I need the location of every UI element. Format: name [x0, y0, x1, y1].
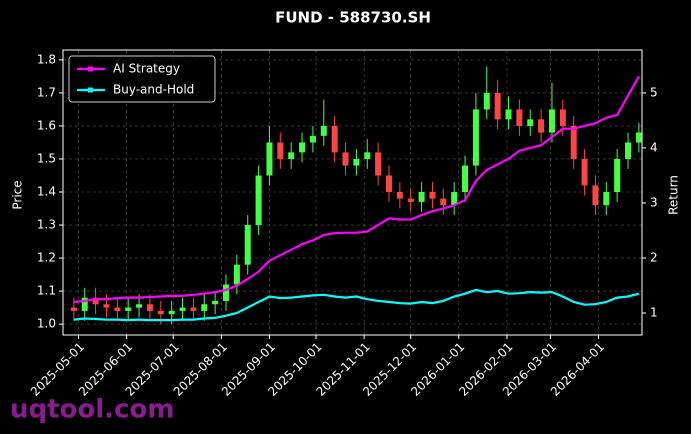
candle-body — [331, 125, 338, 153]
y2-tick-label: 4 — [650, 140, 658, 154]
y-tick-label: 1.3 — [37, 218, 56, 232]
y2-axis-label: Return — [667, 175, 681, 215]
candle-body — [625, 142, 632, 159]
candle-body — [179, 307, 186, 311]
candle-body — [103, 304, 110, 308]
candle-body — [212, 300, 219, 305]
candle-body — [505, 109, 512, 120]
candle-body — [440, 198, 447, 206]
candle-body — [418, 192, 425, 202]
candle-body — [114, 307, 121, 311]
candle-body — [190, 307, 197, 311]
candle-body — [255, 175, 262, 226]
candle-body — [494, 92, 501, 120]
candle-body — [353, 158, 360, 166]
legend-label: AI Strategy — [113, 62, 180, 76]
y-axis-label: Price — [11, 180, 25, 209]
candle-body — [516, 109, 523, 126]
legend-label: Buy-and-Hold — [113, 83, 194, 97]
candle-body — [342, 152, 349, 166]
candle-body — [570, 125, 577, 159]
watermark: uqtool.com — [10, 395, 174, 425]
candle-body — [364, 152, 371, 159]
candle-body — [81, 297, 88, 311]
y2-tick-label: 3 — [650, 195, 658, 209]
candle-body — [614, 158, 621, 193]
candle-body — [538, 119, 545, 133]
candle-body — [396, 192, 403, 199]
candle-body — [451, 192, 458, 206]
candle-body — [581, 158, 588, 186]
candle-body — [375, 152, 382, 176]
y-tick-label: 1.7 — [37, 85, 56, 99]
y-tick-label: 1.0 — [37, 317, 56, 331]
candle-body — [603, 192, 610, 206]
candle-body — [483, 92, 490, 110]
legend-marker — [88, 66, 93, 72]
candle-body — [309, 135, 316, 143]
candle-body — [146, 304, 153, 311]
candle-body — [385, 175, 392, 193]
candle-body — [527, 119, 534, 126]
candle-body — [559, 109, 566, 126]
plot-frame — [62, 49, 643, 336]
candle-body — [472, 109, 479, 166]
chart-title: FUND - 588730.SH — [275, 9, 431, 27]
y-tick-label: 1.8 — [37, 52, 56, 66]
candle-body — [407, 198, 414, 202]
candle-body — [266, 142, 273, 176]
legend-box — [68, 55, 216, 103]
legend-marker — [88, 87, 93, 93]
y-tick-label: 1.2 — [37, 251, 56, 265]
candle-body — [125, 307, 132, 311]
candle-body — [592, 185, 599, 206]
candle-body — [136, 304, 143, 308]
y-tick-label: 1.4 — [37, 185, 56, 199]
candle-body — [462, 165, 469, 193]
line-series — [73, 75, 640, 304]
y-tick-label: 1.5 — [37, 151, 56, 165]
candle-body — [320, 125, 327, 136]
candle-body — [635, 132, 642, 143]
y-tick-label: 1.1 — [37, 284, 56, 298]
candle-body — [244, 225, 251, 265]
candle-body — [157, 310, 164, 315]
y2-tick-label: 1 — [650, 305, 658, 319]
candle-body — [222, 284, 229, 301]
line-series — [73, 288, 640, 322]
candle-body — [288, 152, 295, 159]
y2-tick-label: 5 — [650, 85, 658, 99]
candle-body — [429, 192, 436, 199]
candle-body — [70, 307, 77, 311]
candle-body — [548, 109, 555, 133]
candle-body — [233, 264, 240, 285]
candle-body — [201, 304, 208, 311]
candle-body — [277, 142, 284, 159]
candle-body — [92, 297, 99, 305]
y2-tick-label: 2 — [650, 250, 658, 264]
candle-body — [168, 310, 175, 315]
candle-body — [299, 142, 306, 153]
y-tick-label: 1.6 — [37, 118, 56, 132]
